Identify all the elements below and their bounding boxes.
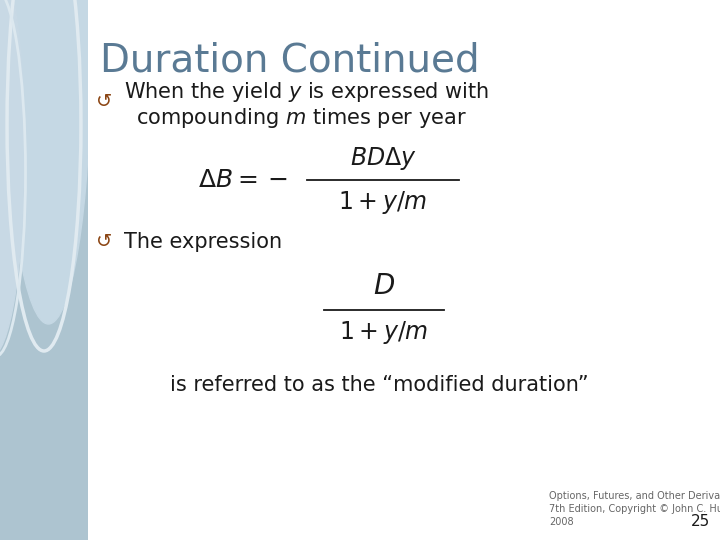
Text: The expression: The expression bbox=[124, 232, 282, 252]
Text: $1 + y/m$: $1 + y/m$ bbox=[338, 188, 428, 215]
Text: $\Delta B = -$: $\Delta B = -$ bbox=[198, 168, 289, 192]
Text: compounding $m$ times per year: compounding $m$ times per year bbox=[136, 106, 467, 130]
Text: ↺: ↺ bbox=[96, 233, 112, 252]
Circle shape bbox=[6, 0, 91, 324]
Text: 2008: 2008 bbox=[549, 517, 574, 527]
Text: $D$: $D$ bbox=[373, 272, 395, 300]
Text: is referred to as the “modified duration”: is referred to as the “modified duration… bbox=[170, 375, 588, 395]
Text: $BD\Delta y$: $BD\Delta y$ bbox=[349, 145, 416, 172]
Circle shape bbox=[0, 0, 24, 356]
Text: 25: 25 bbox=[690, 515, 710, 530]
Text: Duration Continued: Duration Continued bbox=[100, 42, 480, 80]
Text: When the yield $y$ is expressed with: When the yield $y$ is expressed with bbox=[124, 80, 490, 104]
Text: 7th Edition, Copyright © John C. Hull: 7th Edition, Copyright © John C. Hull bbox=[549, 504, 720, 514]
Text: $1 + y/m$: $1 + y/m$ bbox=[339, 319, 428, 346]
Text: ↺: ↺ bbox=[96, 92, 112, 111]
Text: Options, Futures, and Other Derivatives: Options, Futures, and Other Derivatives bbox=[549, 491, 720, 501]
